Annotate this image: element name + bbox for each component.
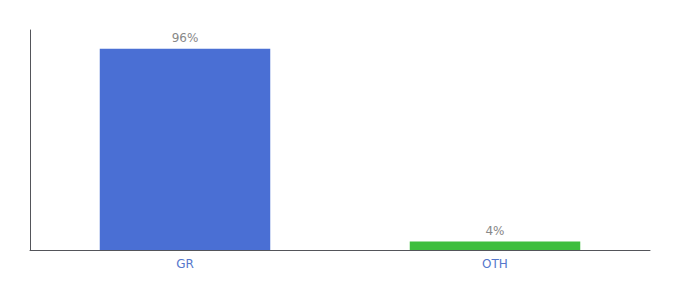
svg-text:96%: 96% — [172, 31, 199, 45]
svg-text:OTH: OTH — [482, 257, 508, 271]
svg-text:4%: 4% — [485, 224, 504, 238]
svg-text:GR: GR — [176, 257, 194, 271]
